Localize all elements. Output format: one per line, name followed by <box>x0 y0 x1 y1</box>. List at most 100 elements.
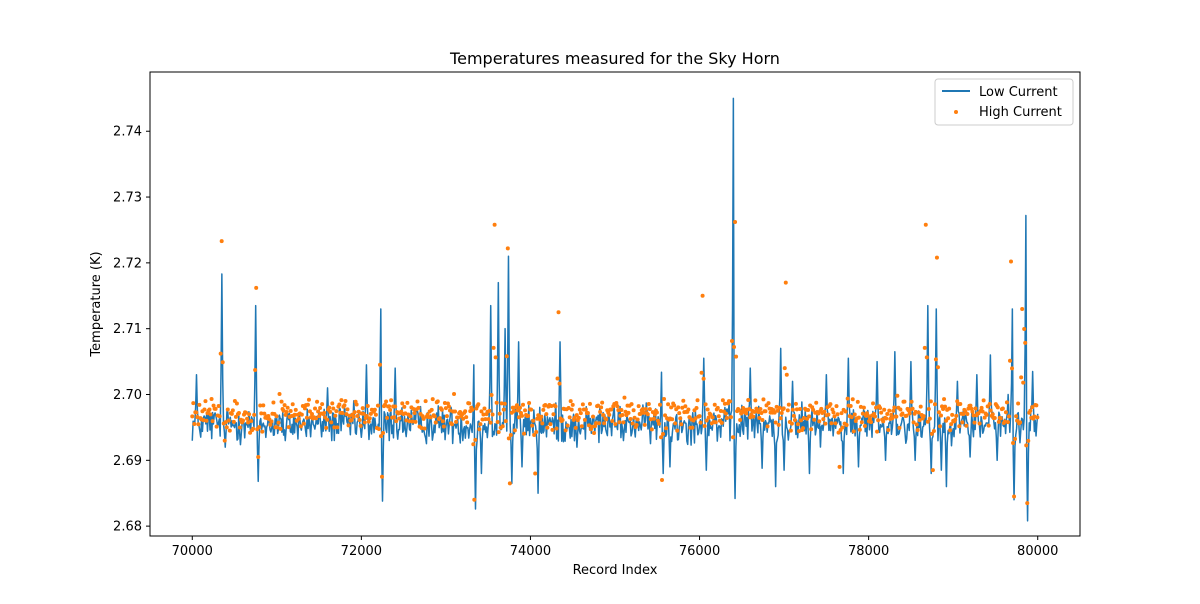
scatter-point <box>1028 408 1033 413</box>
scatter-point <box>860 411 865 416</box>
scatter-point <box>902 399 907 404</box>
scatter-point <box>230 408 235 413</box>
scatter-point <box>616 408 621 413</box>
scatter-point <box>1024 443 1029 448</box>
scatter-point <box>346 423 351 428</box>
scatter-point <box>543 403 548 408</box>
plot-frame <box>149 71 1081 537</box>
scatter-point <box>849 415 854 420</box>
scatter-point <box>415 399 420 404</box>
scatter-point <box>360 406 365 411</box>
scatter-point <box>218 351 223 356</box>
scatter-point <box>792 418 797 423</box>
scatter-point <box>487 408 492 413</box>
scatter-point <box>844 423 849 427</box>
scatter-point <box>1025 501 1030 506</box>
scatter-point <box>1004 400 1009 405</box>
scatter-point <box>384 399 389 404</box>
scatter-point <box>918 404 923 409</box>
scatter-point <box>851 429 856 434</box>
scatter-point <box>990 412 995 417</box>
scatter-point <box>791 413 796 418</box>
scatter-point <box>292 412 297 417</box>
scatter-point <box>1008 358 1012 363</box>
scatter-point <box>452 391 457 396</box>
scatter-point <box>576 415 581 420</box>
scatter-point <box>590 424 594 429</box>
scatter-point <box>503 419 508 424</box>
scatter-point <box>254 285 259 290</box>
scatter-point <box>911 420 916 425</box>
scatter-point <box>772 410 777 415</box>
scatter-point <box>651 416 656 421</box>
scatter-point <box>526 413 531 418</box>
scatter-point <box>556 310 561 315</box>
scatter-point <box>831 410 836 415</box>
scatter-point <box>247 412 252 417</box>
scatter-point <box>539 414 544 419</box>
scatter-point <box>622 395 627 400</box>
scatter-point <box>231 419 236 424</box>
scatter-point <box>335 425 340 430</box>
scatter-point <box>807 414 812 419</box>
scatter-point <box>534 430 539 435</box>
scatter-point <box>316 409 321 414</box>
scatter-point <box>809 427 814 432</box>
scatter-point <box>549 404 554 409</box>
scatter-point <box>973 406 978 411</box>
scatter-point <box>472 497 477 502</box>
scatter-point <box>516 415 521 420</box>
scatter-point <box>829 421 834 426</box>
scatter-point <box>473 437 478 442</box>
scatter-point <box>403 411 408 416</box>
scatter-point <box>673 421 678 426</box>
scatter-point <box>253 368 258 373</box>
series-scatter-high-current <box>190 220 1040 506</box>
scatter-point <box>929 431 934 436</box>
scatter-point <box>488 420 493 425</box>
y-axis-label: Temperature (K) <box>89 251 104 357</box>
scatter-point <box>677 411 682 416</box>
scatter-point <box>1013 436 1018 441</box>
scatter-point <box>897 425 902 430</box>
scatter-point <box>373 412 378 417</box>
scatter-point <box>494 400 499 405</box>
scatter-point <box>507 481 512 486</box>
scatter-point <box>257 425 262 430</box>
scatter-point <box>329 420 334 425</box>
scatter-point <box>718 408 723 413</box>
scatter-point <box>554 426 559 431</box>
scatter-point <box>288 409 293 414</box>
scatter-point <box>819 406 824 411</box>
scatter-point <box>194 410 199 415</box>
x-tick-label: 76000 <box>679 544 720 559</box>
scatter-point <box>996 419 1001 424</box>
scatter-point <box>361 411 366 416</box>
scatter-point <box>664 426 669 431</box>
scatter-point <box>352 410 357 415</box>
scatter-point <box>834 404 839 409</box>
scatter-point <box>670 417 675 422</box>
scatter-point <box>555 376 560 381</box>
scatter-point <box>461 416 466 421</box>
scatter-point <box>826 412 831 417</box>
scatter-point <box>724 416 729 421</box>
scatter-point <box>954 413 959 418</box>
scatter-point <box>981 398 986 403</box>
scatter-point <box>823 421 828 426</box>
scatter-point <box>786 402 791 407</box>
scatter-point <box>715 405 720 410</box>
scatter-point <box>942 397 947 402</box>
scatter-point <box>220 360 225 365</box>
scatter-point <box>573 425 578 430</box>
scatter-point <box>286 425 291 430</box>
scatter-point <box>511 409 516 414</box>
scatter-point <box>719 420 724 425</box>
scatter-point <box>1000 406 1005 411</box>
scatter-point <box>435 399 440 404</box>
scatter-point <box>508 432 513 437</box>
scatter-point <box>234 401 239 406</box>
scatter-point <box>217 414 222 419</box>
scatter-point <box>565 423 570 428</box>
scatter-point <box>828 402 833 407</box>
